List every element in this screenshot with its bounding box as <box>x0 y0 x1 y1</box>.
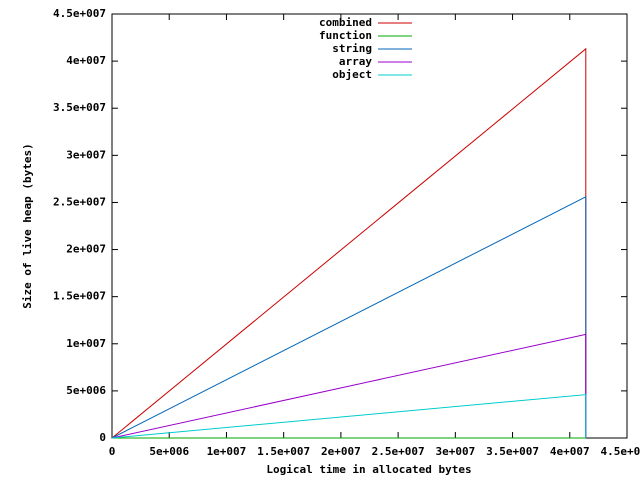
legend-label: string <box>332 42 372 55</box>
x-tick-label: 4e+007 <box>550 445 590 458</box>
x-tick-label: 0 <box>109 445 116 458</box>
x-tick-label: 1.5e+007 <box>257 445 310 458</box>
y-tick-label: 0 <box>99 431 106 444</box>
y-axis-label: Size of live heap (bytes) <box>21 143 34 309</box>
y-tick-label: 3e+007 <box>66 148 106 161</box>
x-tick-label: 4.5e+007 <box>601 445 640 458</box>
x-tick-label: 3.5e+007 <box>486 445 539 458</box>
legend-label: array <box>339 55 372 68</box>
series-line <box>111 195 587 439</box>
x-tick-label: 2.5e+007 <box>372 445 425 458</box>
x-axis-label: Logical time in allocated bytes <box>266 463 471 476</box>
series-line <box>111 394 587 439</box>
y-tick-label: 1e+007 <box>66 337 106 350</box>
legend-label: combined <box>319 16 372 29</box>
y-tick-label: 3.5e+007 <box>53 101 106 114</box>
x-tick-label: 3e+007 <box>435 445 475 458</box>
x-tick-label: 5e+006 <box>149 445 189 458</box>
y-tick-label: 2.5e+007 <box>53 195 106 208</box>
y-tick-label: 2e+007 <box>66 243 106 256</box>
y-tick-label: 5e+006 <box>66 384 106 397</box>
legend-label: function <box>319 29 372 42</box>
x-tick-label: 2e+007 <box>321 445 361 458</box>
y-tick-label: 4.5e+007 <box>53 7 106 20</box>
y-tick-label: 4e+007 <box>66 54 106 67</box>
legend-label: object <box>332 68 372 81</box>
y-tick-label: 1.5e+007 <box>53 290 106 303</box>
series-line <box>111 47 587 439</box>
series-line <box>111 333 587 439</box>
x-tick-label: 1e+007 <box>207 445 247 458</box>
